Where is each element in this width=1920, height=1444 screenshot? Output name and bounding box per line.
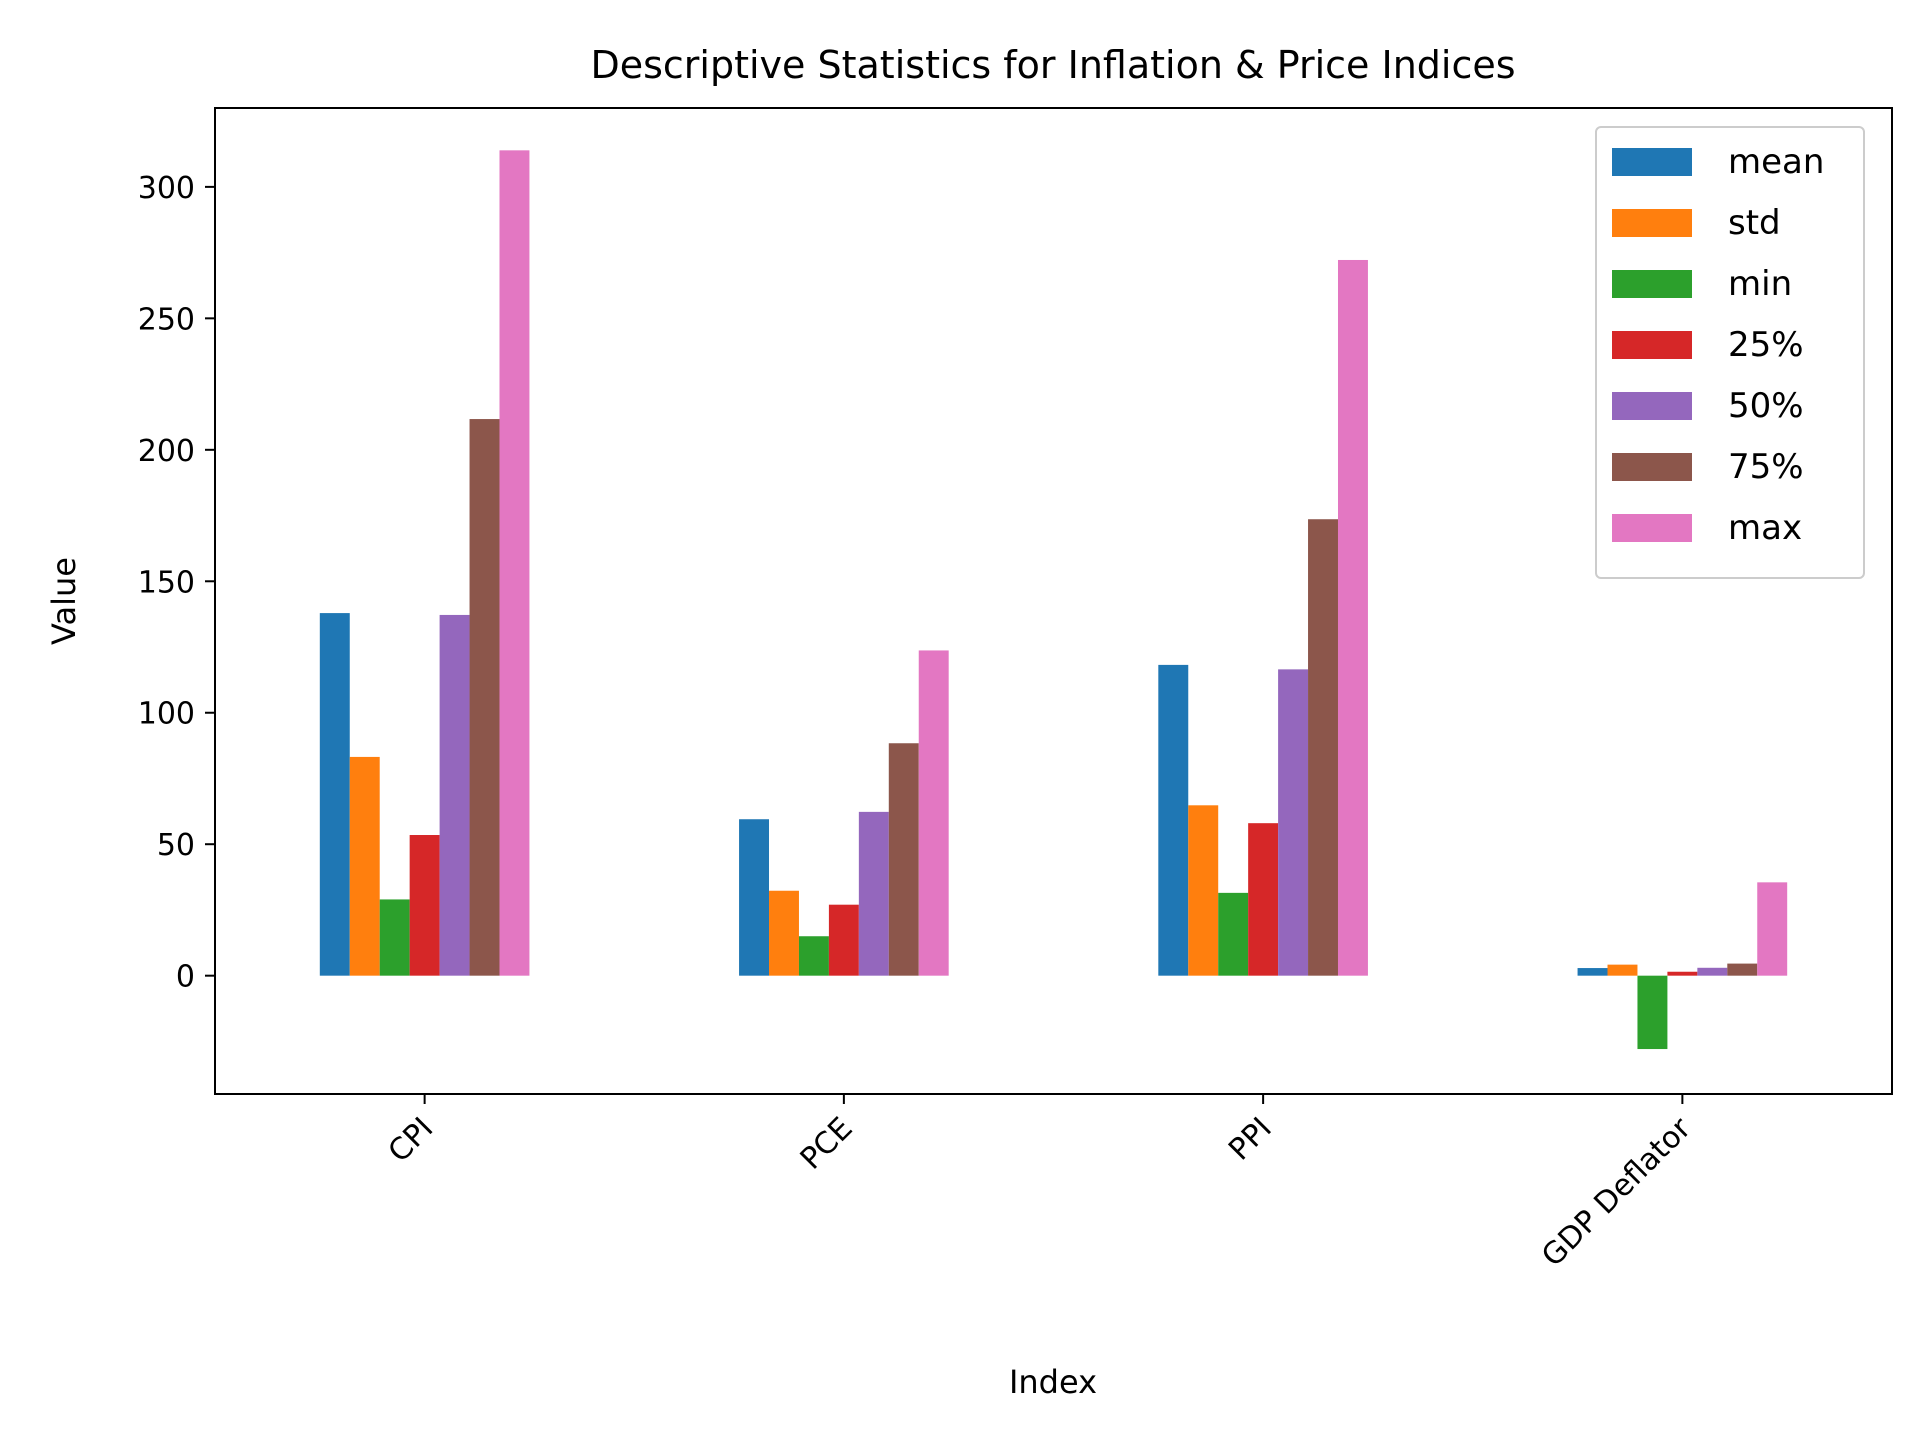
y-axis-label: Value (45, 557, 83, 645)
legend-label-max: max (1728, 508, 1802, 548)
legend: mean std min 25% 50% 75% max (1595, 126, 1865, 579)
legend-label-75%: 75% (1728, 447, 1804, 487)
y-tick-label: 150 (138, 565, 195, 600)
axes-frame (214, 107, 1893, 1095)
legend-swatch-min (1612, 270, 1692, 298)
legend-label-50%: 50% (1728, 386, 1804, 426)
bar-75%-PCE (888, 743, 919, 976)
bar-mean-PCE (739, 819, 770, 976)
bar-75%-CPI (469, 419, 500, 976)
y-axis-ticks: 0 50 100 150 200 250 300 (138, 171, 215, 995)
legend-swatch-50% (1612, 392, 1692, 420)
bar-max-PPI (1337, 259, 1368, 976)
bar-mean-GDP Deflator (1577, 968, 1608, 976)
bar-50%-CPI (439, 614, 470, 976)
legend-swatch-25% (1612, 331, 1692, 359)
bar-mean-PPI (1158, 664, 1189, 976)
bar-25%-CPI (409, 835, 440, 976)
legend-label-min: min (1728, 264, 1792, 304)
x-axis-label: Index (1009, 1363, 1097, 1401)
legend-swatch-std (1612, 209, 1692, 237)
bar-layer (319, 150, 1788, 1050)
y-tick-label: 200 (138, 434, 195, 469)
y-tick-label: 0 (176, 960, 195, 995)
bar-50%-PPI (1278, 669, 1309, 976)
bar-std-PCE (769, 890, 799, 976)
bar-min-PPI (1218, 892, 1249, 976)
bar-min-GDP Deflator (1637, 975, 1668, 1050)
legend-swatch-75% (1612, 453, 1692, 481)
chart-title: Descriptive Statistics for Inflation & P… (590, 43, 1515, 87)
bar-50%-GDP Deflator (1697, 967, 1728, 976)
bar-std-CPI (349, 756, 380, 976)
y-tick-label: 100 (138, 697, 195, 732)
bar-50%-PCE (858, 811, 889, 976)
bar-mean-CPI (319, 613, 350, 976)
bar-std-GDP Deflator (1607, 964, 1638, 976)
bar-max-CPI (499, 150, 530, 976)
legend-swatch-max (1612, 514, 1692, 542)
y-tick-label: 300 (138, 171, 195, 206)
legend-label-mean: mean (1728, 142, 1824, 182)
legend-label-25%: 25% (1728, 325, 1804, 365)
legend-label-std: std (1728, 203, 1781, 243)
bar-max-PCE (918, 650, 949, 976)
bar-min-PCE (798, 936, 829, 976)
bar-25%-GDP Deflator (1667, 971, 1698, 976)
bar-75%-PPI (1308, 519, 1338, 976)
bar-std-PPI (1188, 805, 1219, 976)
bar-25%-PCE (828, 904, 859, 976)
y-tick-label: 50 (157, 828, 195, 863)
legend-swatch-mean (1612, 148, 1692, 176)
bar-min-CPI (379, 899, 410, 976)
bar-25%-PPI (1248, 823, 1279, 976)
bar-max-GDP Deflator (1757, 882, 1788, 976)
bar-75%-GDP Deflator (1727, 963, 1758, 976)
y-tick-label: 250 (138, 302, 195, 337)
